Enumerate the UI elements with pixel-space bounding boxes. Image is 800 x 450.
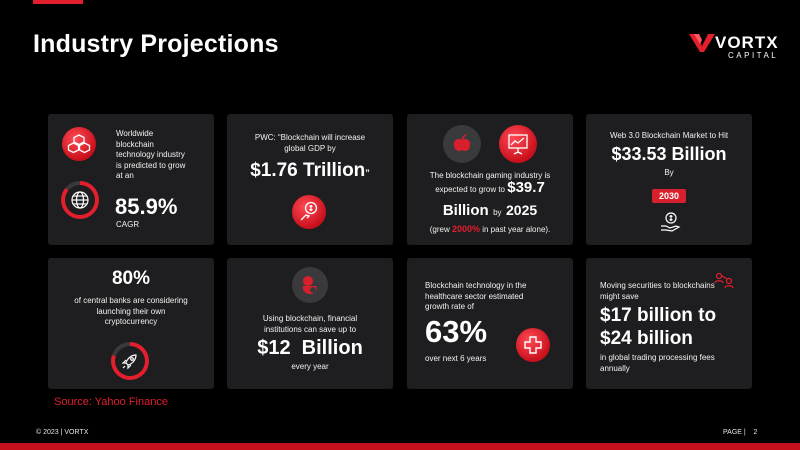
text-line: might save [600,291,639,301]
text-line: growth rate of [425,302,474,311]
gaming-note: (grew 2000% in past year alone). [407,224,573,236]
text-line: Blockchain technology in the [425,281,527,290]
vortx-logo: VORTX CAPITAL [688,32,778,64]
central-banks-text: of central banks are considering launchi… [48,296,214,328]
text-line: institutions can save up to [263,324,357,334]
card-web3-market: Web 3.0 Blockchain Market to Hit $33.53 … [586,114,752,245]
people-network-icon [714,272,734,289]
card-securities-text: Moving securities to blockchains might s… [600,281,748,302]
healthcare-value: 63% [425,314,488,349]
text-line: in global trading processing fees [600,353,715,362]
card-pwc-gdp: PWC: “Blockchain will increase global GD… [227,114,393,245]
securities-value-a: $17 billion to [600,305,717,326]
top-accent-bar [33,0,83,4]
text-line: cryptocurrency [104,317,158,326]
text-line: PWC: “Blockchain will increase [254,133,366,142]
web3-by: By [664,168,674,177]
money-hand-icon [292,195,326,229]
globe-icon [71,191,89,209]
savings-period: every year [291,362,329,371]
securities-value: $17 billion to $24 billion [600,304,716,350]
card-healthcare-text: Blockchain technology in the healthcare … [425,281,565,313]
text-line: global GDP by [284,143,336,153]
text-line: of central banks are considering [74,296,188,305]
card-gaming-text: The blockchain gaming industry is expect… [407,170,573,196]
card-healthcare: Blockchain technology in the healthcare … [407,258,573,389]
card-financial-text: Using blockchain, financial institutions… [227,314,393,335]
logo-subtitle: CAPITAL [728,51,779,60]
note-percent: 2000% [451,224,480,234]
card-financial-savings: Using blockchain, financial institutions… [227,258,393,389]
text-line: expected to grow to [435,185,506,194]
gdp-value-row: $1.76 Trillion” [227,160,393,182]
text-line: is predicted to grow [116,160,186,170]
securities-suffix: in global trading processing fees annual… [600,353,748,374]
healthcare-period: over next 6 years [425,354,487,363]
card-gaming-industry: The blockchain gaming industry is expect… [407,114,573,245]
gaming-value-row: Billion by 2025 [407,202,573,220]
piggy-bank-icon [292,267,328,303]
vortx-logo-mark-icon [689,34,715,52]
footer-page-number: PAGE | 2 [723,429,758,436]
web3-heading: Web 3.0 Blockchain Market to Hit [609,131,729,140]
rocket-icon [121,354,137,370]
footer-copyright: © 2023 | VORTX [36,429,89,436]
card-industry-text: Worldwide blockchain technology industry… [116,129,211,182]
medical-cross-icon [516,328,550,362]
text-line: at an [116,171,134,180]
text-line: The blockchain gaming industry is [429,171,551,180]
text-line: Using blockchain, financial [262,314,358,323]
card-industry-growth: Worldwide blockchain technology industry… [48,114,214,245]
securities-value-b: $24 billion [600,328,693,349]
cagr-value: 85.9% [115,194,178,219]
apple-icon [443,125,481,163]
note-text: in past year alone). [482,225,551,234]
gdp-value: $1.76 Trillion [250,160,366,181]
gaming-value-a: $39.7 [507,179,545,196]
card-securities: Moving securities to blockchains might s… [586,258,752,389]
text-line: blockchain [116,139,154,149]
dollar-hand-icon [661,212,681,232]
text-line: technology industry [116,150,185,159]
source-note: Source: Yahoo Finance [54,396,168,408]
presentation-chart-icon [499,125,537,163]
card-central-banks: 80% of central banks are considering lau… [48,258,214,389]
text-line: annually [600,363,630,373]
text-line: launching their own [96,306,166,316]
gaming-value-b: Billion [442,202,489,219]
bottom-accent-bar [0,443,800,450]
logo-word: VORTX [715,33,779,52]
web3-value: $33.53 Billion [611,144,727,164]
web3-year-badge: 2030 [652,189,686,203]
text-line: Worldwide [116,129,154,138]
rocket-progress-ring [111,342,149,380]
card-pwc-text: PWC: “Blockchain will increase global GD… [227,133,393,154]
quote-mark: ” [365,168,370,178]
cagr-label: CAGR [116,220,140,229]
text-line: Moving securities to blockchains [600,281,715,290]
note-text: (grew [429,225,450,234]
page-title: Industry Projections [33,30,279,58]
globe-progress-ring [61,181,99,219]
gaming-by: by [493,208,502,217]
central-banks-value: 80% [111,268,151,289]
text-line: healthcare sector estimated [425,291,524,301]
blocks-icon [62,127,96,161]
savings-value: $12 Billion [257,337,363,359]
gaming-year: 2025 [506,202,538,218]
